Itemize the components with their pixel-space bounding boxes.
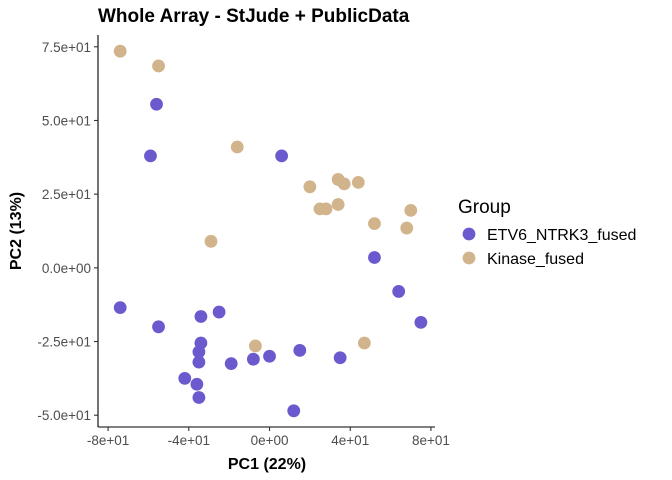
data-point: [192, 355, 206, 369]
data-point: [368, 217, 381, 231]
data-point: [357, 336, 371, 350]
y-tick-label: 0.0e+00: [42, 261, 91, 276]
data-point: [293, 343, 307, 357]
y-axis-title: PC2 (13%): [8, 192, 25, 270]
data-point: [275, 149, 289, 163]
data-point: [212, 305, 226, 319]
y-tick-label: -5.0e+01: [37, 408, 91, 423]
y-tick-label: 5.0e+01: [42, 113, 91, 128]
legend-label: ETV6_NTRK3_fused: [487, 227, 636, 244]
data-point: [113, 301, 127, 315]
x-tick-label: 4e+01: [331, 433, 369, 448]
data-point: [400, 221, 414, 235]
data-point: [249, 339, 262, 353]
x-axis-ticks: -8e+01 -4e+01 0e+00 4e+01 8e+01: [87, 427, 450, 448]
data-point: [246, 352, 260, 366]
x-tick-label: 0e+00: [251, 433, 289, 448]
y-tick-label: 7.5e+01: [42, 40, 91, 55]
data-point: [178, 371, 192, 385]
legend-label: Kinase_fused: [487, 251, 584, 268]
series-etv6-ntrk3-fused: [113, 97, 428, 418]
chart-title: Whole Array - StJude + PublicData: [98, 6, 410, 27]
data-point: [152, 320, 165, 334]
data-point: [263, 349, 276, 363]
x-tick-label: -8e+01: [87, 433, 129, 448]
data-point: [303, 180, 317, 194]
x-tick-label: -4e+01: [168, 433, 210, 448]
data-point: [204, 234, 218, 248]
y-tick-label: -2.5e+01: [37, 335, 91, 350]
data-point: [333, 351, 347, 365]
legend-key: [462, 227, 476, 241]
data-point: [190, 377, 204, 391]
x-tick-label: 8e+01: [412, 433, 450, 448]
data-point: [194, 310, 208, 323]
data-point: [150, 97, 163, 111]
plot-area: [113, 44, 428, 418]
data-point: [152, 59, 165, 73]
data-point: [404, 203, 418, 217]
legend-title: Group: [458, 197, 511, 218]
data-point: [144, 149, 157, 163]
data-point: [192, 345, 206, 359]
data-point: [337, 177, 351, 191]
y-axis-ticks: -5.0e+01 -2.5e+01 0.0e+00 2.5e+01 5.0e+01 7.5…: [37, 40, 98, 423]
y-tick-label: 2.5e+01: [42, 187, 91, 202]
data-point: [224, 357, 238, 371]
series-kinase-fused: [113, 44, 418, 353]
data-point: [414, 315, 428, 329]
data-point: [192, 391, 206, 404]
legend: Group ETV6_NTRK3_fused Kinase_fused: [458, 197, 636, 268]
legend-key: [462, 251, 476, 265]
data-point: [113, 44, 127, 58]
data-point: [230, 140, 244, 154]
data-point: [287, 404, 301, 418]
data-point: [319, 202, 333, 216]
data-point: [368, 251, 381, 264]
data-point: [331, 198, 345, 211]
data-point: [351, 175, 365, 189]
x-axis-title: PC1 (22%): [228, 456, 306, 473]
data-point: [392, 285, 406, 298]
